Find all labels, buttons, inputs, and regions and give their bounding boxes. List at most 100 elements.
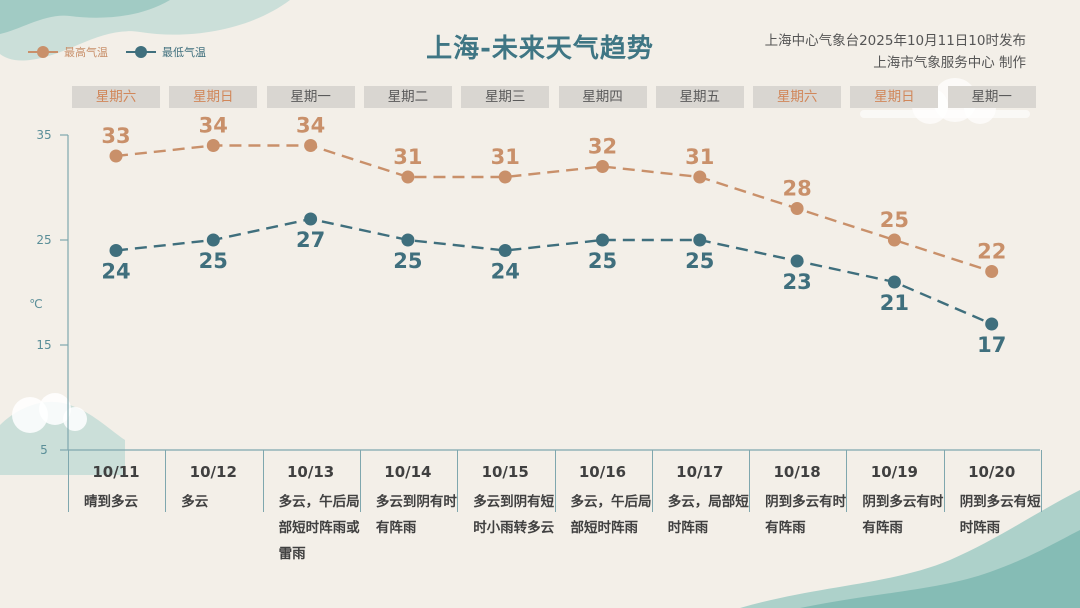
date-label: 10/11 [92,463,140,481]
issuer-line: 上海中心气象台2025年10月11日10时发布 [764,33,1026,49]
date-label: 10/12 [189,463,237,481]
data-label-high: 33 [101,124,130,148]
data-point-high [109,149,123,163]
data-label-high: 34 [199,114,228,138]
data-point-low [985,317,999,331]
data-point-low [596,233,609,247]
column-separator [359,450,361,512]
data-point-high [206,139,220,152]
data-point-low [693,233,707,247]
data-point-high [498,170,512,184]
data-label-low: 24 [101,260,130,284]
data-label-low: 25 [588,249,617,273]
legend-high-swatch [28,46,58,58]
data-label-high: 25 [880,208,909,232]
weekday-label: 星期五 [655,86,744,108]
date-label: 10/19 [870,463,918,481]
column-separator [1041,450,1042,512]
date-label: 10/15 [481,463,529,481]
data-point-low [401,233,415,247]
source-info: 上海中心气象台2025年10月11日10时发布 上海市气象服务中心 制作 [765,30,1026,74]
column-separator [651,450,653,512]
weekday-label: 星期二 [363,86,452,108]
weather-description: 多云，午后局部短时阵雨 [570,494,652,536]
weather-description: 多云 [181,494,209,510]
data-label-low: 17 [977,333,1006,357]
data-point-high [985,265,999,278]
weather-description: 阴到多云有短时阵雨 [959,494,1041,536]
weekday-label: 星期日 [169,86,258,108]
cloud-decoration-top-left-icon [0,0,290,61]
legend-item-low: 最低气温 [126,44,206,60]
data-point-low [790,254,804,268]
data-point-low [304,212,318,226]
data-label-high: 31 [393,145,422,169]
series-line-high [115,144,993,273]
column-separator [846,450,848,512]
data-point-low [887,275,901,289]
data-label-low: 25 [685,249,714,273]
weather-description: 多云，局部短时阵雨 [667,494,749,536]
data-label-high: 31 [491,145,520,169]
data-label-low: 24 [491,260,520,284]
cloud-decoration-bottom-left-icon [0,393,125,475]
page-title: 上海-未来天气趋势 [426,34,654,64]
column-separator [457,450,459,512]
date-label: 10/20 [968,463,1016,481]
date-label: 10/14 [384,463,432,481]
weekday-label: 星期三 [461,86,550,108]
data-label-high: 31 [685,145,714,169]
data-label-low: 25 [393,249,422,273]
data-point-high [887,233,901,247]
data-label-high: 34 [296,114,325,138]
weather-description: 晴到多云 [84,494,138,510]
legend-item-high: 最高气温 [28,44,108,60]
wave-decoration-bottom-right-icon [740,490,1080,608]
weekday-label: 星期一 [947,86,1036,108]
column-separator [554,450,556,512]
data-point-high [693,170,707,184]
data-label-low: 23 [782,270,811,294]
date-label: 10/13 [286,463,335,481]
weather-description: 多云到阴有短时小雨转多云 [473,494,555,536]
data-label-low: 21 [880,291,909,315]
y-tick-label: 15 [36,338,51,352]
date-label: 10/16 [578,463,627,481]
weekday-label: 星期日 [850,86,939,108]
data-point-high [596,160,609,173]
column-separator [262,450,264,512]
weekday-label: 星期一 [266,86,355,108]
data-point-high [304,139,318,152]
column-separator [68,450,69,512]
weather-description: 阴到多云有时有阵雨 [765,494,847,536]
y-tick-label: 25 [36,233,51,247]
legend-low-label: 最低气温 [162,46,206,59]
legend: 最高气温 最低气温 [28,44,206,60]
data-point-low [206,233,220,247]
date-label: 10/17 [676,463,724,481]
weather-description: 多云，午后局部短时阵雨或雷雨 [278,494,360,562]
legend-high-label: 最高气温 [64,46,108,59]
data-label-low: 27 [296,228,325,252]
data-label-high: 22 [977,240,1006,264]
weekday-label: 星期六 [753,86,842,108]
weekday-label: 星期四 [558,86,647,108]
column-separator [749,450,751,512]
weather-description: 多云到阴有时有阵雨 [375,494,457,536]
weekday-label: 星期六 [72,86,160,108]
legend-low-swatch [126,46,156,58]
data-label-high: 28 [782,177,811,201]
y-tick-label: 35 [36,128,51,142]
producer-line: 上海市气象服务中心 制作 [873,55,1026,71]
data-point-high [790,202,804,215]
data-point-low [498,244,512,257]
data-point-high [401,170,415,184]
column-separator [943,450,945,512]
weather-description: 阴到多云有时有阵雨 [862,494,944,536]
column-separator [165,450,167,512]
data-point-low [109,244,123,257]
series-line-low [115,217,993,326]
data-label-low: 25 [199,249,228,273]
